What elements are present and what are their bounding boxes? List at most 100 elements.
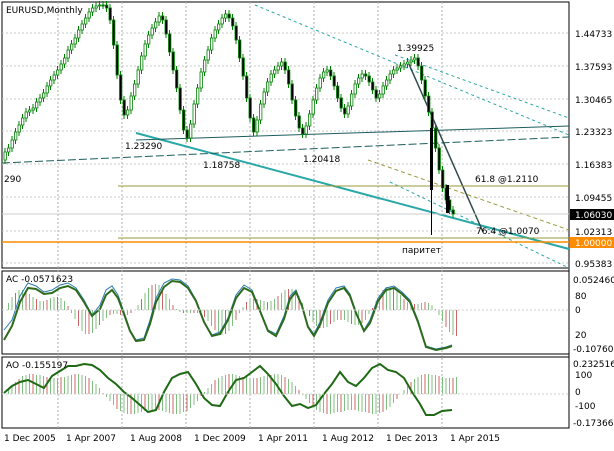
candle-body bbox=[446, 185, 449, 213]
ac-scale-tick: 20 bbox=[575, 331, 587, 341]
candle-body bbox=[360, 73, 364, 79]
candle-body bbox=[437, 147, 441, 171]
ac-scale-tick: 0 bbox=[575, 306, 581, 316]
candle-body bbox=[28, 109, 32, 113]
price-axis[interactable]: 1.44733 1.37593 1.30465 1.23323 1.16383 … bbox=[570, 30, 614, 270]
candle-body bbox=[35, 101, 39, 109]
candle-body bbox=[73, 37, 77, 45]
steep-down-line[interactable] bbox=[407, 61, 484, 233]
candle-body bbox=[49, 79, 53, 87]
candle-body bbox=[245, 75, 249, 99]
candle-body bbox=[367, 75, 371, 83]
candle-body bbox=[273, 69, 277, 75]
candle-body bbox=[339, 97, 343, 109]
candle-body bbox=[252, 117, 256, 133]
candle-body bbox=[238, 39, 242, 59]
candle-body bbox=[420, 65, 424, 81]
main-support-line[interactable] bbox=[135, 132, 570, 250]
candle-body bbox=[122, 99, 126, 116]
candle-body bbox=[14, 131, 18, 141]
candle-body bbox=[24, 111, 28, 119]
candle-body bbox=[21, 117, 25, 126]
candle-body bbox=[98, 4, 102, 7]
ac-green-line bbox=[3, 279, 453, 352]
candle-body bbox=[178, 87, 182, 111]
candle-body bbox=[189, 123, 193, 139]
candle-body bbox=[301, 127, 305, 135]
ac-scale-tick: 0.052460 bbox=[573, 276, 614, 286]
candle-body bbox=[171, 51, 175, 71]
candle-body bbox=[80, 23, 84, 31]
candle-body bbox=[392, 69, 396, 75]
ac-title: AC -0.0571623 bbox=[6, 275, 73, 285]
candle-body bbox=[364, 73, 368, 77]
annotation-low-2008: 1.23290 bbox=[125, 142, 162, 152]
chart-annotations: EURUSD,Monthly 290 1.39925 1.23290 1.187… bbox=[4, 6, 540, 371]
candle-body bbox=[129, 95, 133, 111]
candle-body bbox=[269, 73, 273, 83]
candle-body bbox=[3, 151, 7, 161]
neck-line[interactable] bbox=[135, 125, 570, 141]
price-tick: 1.44733 bbox=[575, 30, 612, 40]
trend-lines[interactable] bbox=[1, 4, 570, 269]
candle-body bbox=[56, 69, 60, 76]
candle-body bbox=[413, 57, 417, 61]
price-tick: 1.30465 bbox=[575, 96, 612, 106]
candle-body bbox=[203, 59, 207, 73]
candle-body bbox=[147, 34, 151, 45]
olive-dashed-line[interactable] bbox=[367, 159, 570, 231]
candle-body bbox=[52, 74, 56, 81]
candle-body bbox=[175, 69, 179, 89]
candle-body bbox=[17, 124, 21, 133]
candle-body bbox=[126, 109, 130, 116]
candle-body bbox=[308, 113, 312, 127]
candle-body bbox=[154, 21, 158, 29]
candle-body bbox=[346, 105, 350, 115]
candle-body bbox=[213, 29, 217, 39]
candle-body bbox=[210, 37, 214, 51]
candle-body bbox=[255, 119, 259, 133]
price-tick: 1.09455 bbox=[575, 194, 612, 204]
time-tick: 1 Dec 2013 bbox=[386, 434, 438, 444]
ao-green-line bbox=[3, 362, 453, 416]
candle-body bbox=[259, 103, 263, 121]
symbol-label: EURUSD,Monthly bbox=[6, 6, 83, 16]
ao-scale-tick: -100 bbox=[575, 402, 596, 412]
candle-body bbox=[332, 75, 336, 87]
long-dashed-line[interactable] bbox=[1, 136, 570, 164]
candle-body bbox=[423, 79, 427, 97]
candle-body bbox=[350, 93, 354, 107]
candles[interactable] bbox=[3, 1, 455, 235]
candle-body bbox=[108, 7, 112, 21]
candle-body bbox=[388, 73, 392, 81]
ao-scale-tick: -0.17366 bbox=[573, 419, 614, 429]
candle-body bbox=[119, 74, 123, 101]
ao-scale-tick: 0 bbox=[575, 388, 581, 398]
annotation-high-2014: 1.39925 bbox=[397, 44, 434, 54]
candle-body bbox=[427, 95, 431, 113]
candle-body bbox=[290, 83, 294, 101]
candle-body bbox=[385, 79, 389, 87]
upper-channel-line-2[interactable] bbox=[394, 54, 570, 119]
candle-body bbox=[451, 209, 455, 215]
candle-body bbox=[294, 99, 298, 117]
candle-body bbox=[280, 61, 284, 67]
candle-body bbox=[406, 61, 410, 65]
candle-body bbox=[381, 85, 385, 95]
candle-body bbox=[378, 93, 382, 99]
candle-body bbox=[91, 7, 95, 13]
ao-title: AO -0.155197 bbox=[6, 361, 68, 371]
candle-body bbox=[399, 65, 403, 69]
time-axis[interactable]: 1 Dec 2005 1 Apr 2007 1 Aug 2008 1 Dec 2… bbox=[4, 434, 500, 444]
time-tick: 1 Apr 2015 bbox=[450, 434, 500, 444]
ao-scale: 0.232516 100 0 -100 -0.17366 bbox=[573, 360, 614, 429]
candle-body bbox=[395, 67, 399, 71]
candle-body bbox=[276, 65, 280, 71]
candle-body bbox=[136, 69, 140, 85]
candle-body bbox=[10, 139, 14, 149]
candle-body bbox=[66, 49, 70, 59]
candle-body bbox=[374, 89, 378, 99]
current-price-box bbox=[570, 209, 614, 220]
